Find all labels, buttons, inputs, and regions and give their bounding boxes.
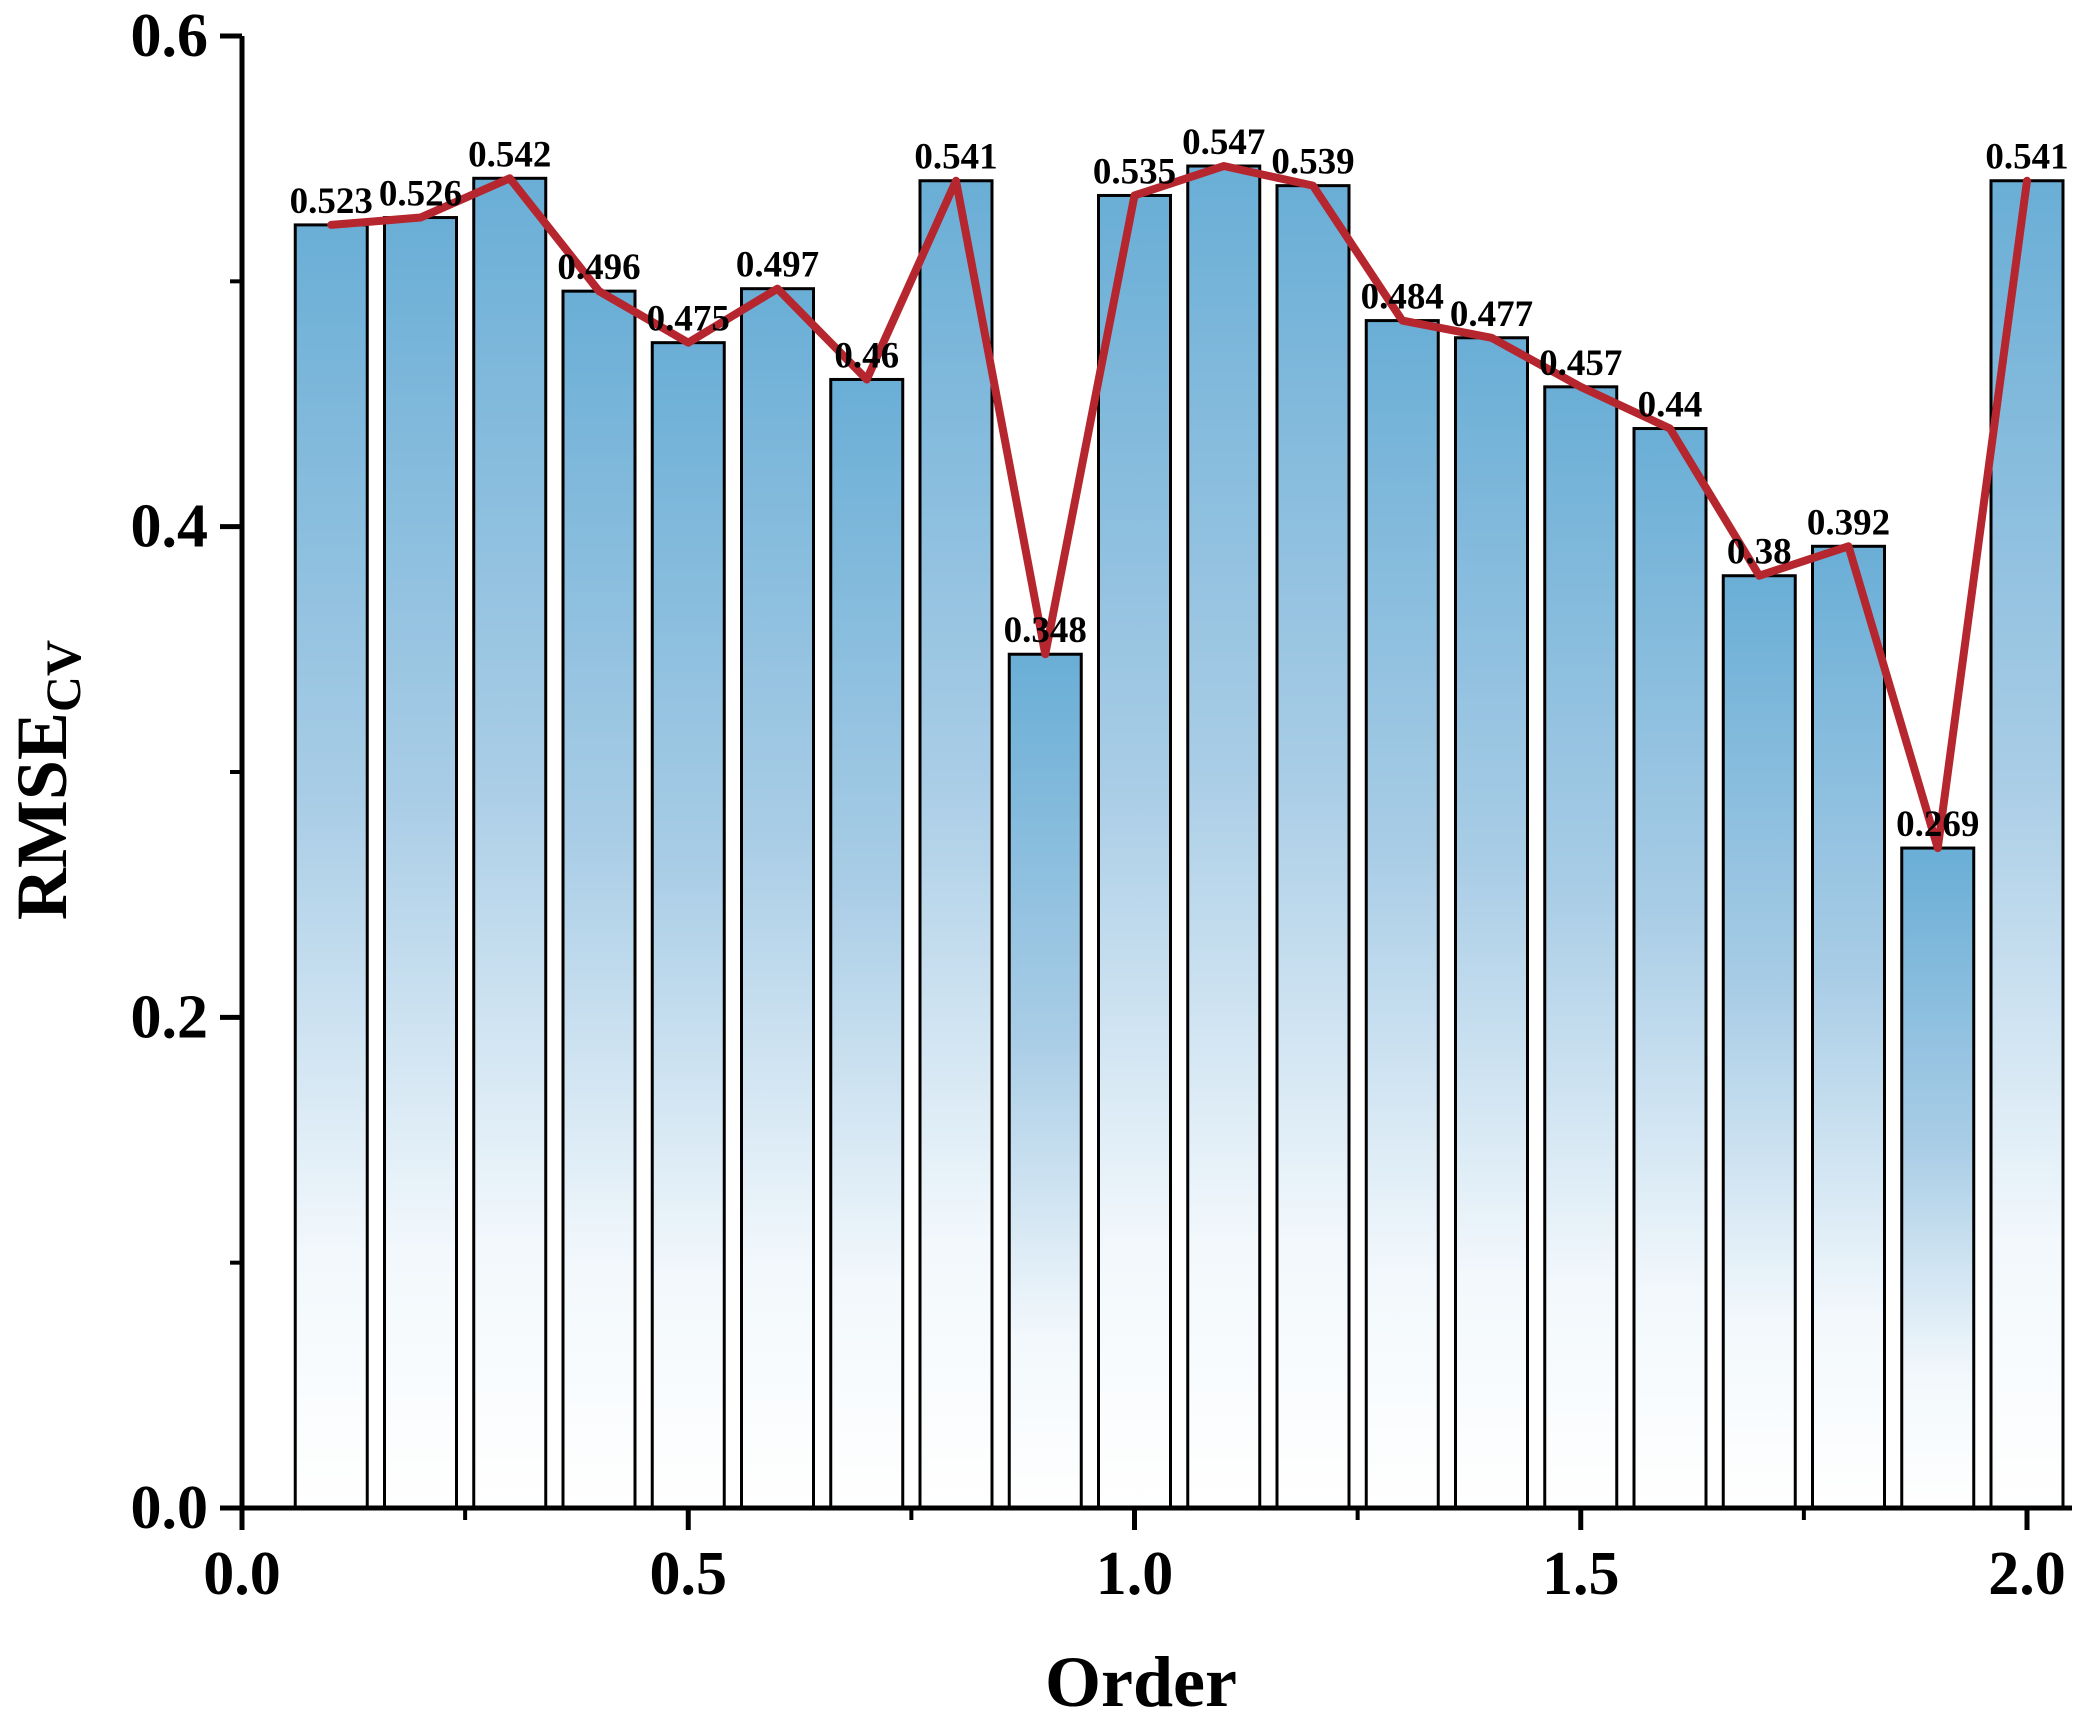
bar-12 <box>1364 319 1440 1510</box>
bar-19 <box>1989 179 2065 1510</box>
bar-0 <box>293 223 369 1510</box>
data-label-10: 0.547 <box>1182 122 1265 163</box>
x-tick-label-0: 0.0 <box>203 1540 281 1608</box>
y-tick-label-1: 0.2 <box>131 983 209 1051</box>
bar-6 <box>829 377 905 1510</box>
data-label-3: 0.496 <box>557 247 640 288</box>
data-label-6: 0.46 <box>834 335 899 376</box>
bar-8 <box>1007 652 1083 1510</box>
data-label-18: 0.269 <box>1896 804 1979 845</box>
y-tick-label-2: 0.4 <box>131 493 209 561</box>
y-axis-title: RMSECV <box>2 640 91 920</box>
x-tick-label-2: 1.0 <box>1096 1540 1174 1608</box>
data-label-0: 0.523 <box>290 181 373 222</box>
bar-10 <box>1186 164 1262 1510</box>
y-axis-title-subscript: CV <box>35 640 91 712</box>
x-tick-label-4: 2.0 <box>1988 1540 2066 1608</box>
bar-13 <box>1454 336 1529 1510</box>
bar-1 <box>383 216 458 1510</box>
bar-4 <box>650 341 726 1510</box>
bar-15 <box>1632 427 1708 1510</box>
data-label-7: 0.541 <box>914 137 997 178</box>
data-label-2: 0.542 <box>468 134 551 175</box>
bar-5 <box>740 287 815 1510</box>
data-label-13: 0.477 <box>1450 294 1533 335</box>
data-label-5: 0.497 <box>736 245 819 286</box>
data-label-16: 0.38 <box>1727 532 1792 573</box>
data-label-17: 0.392 <box>1807 502 1890 543</box>
bar-7 <box>918 179 994 1510</box>
bars-group <box>293 164 2065 1510</box>
y-axis-title-main: RMSE <box>2 712 82 920</box>
rmse-line <box>327 162 2031 853</box>
data-label-4: 0.475 <box>647 299 730 340</box>
data-label-8: 0.348 <box>1004 610 1087 651</box>
bar-9 <box>1097 193 1172 1510</box>
data-label-12: 0.484 <box>1361 277 1444 318</box>
data-label-1: 0.526 <box>379 174 462 215</box>
data-label-15: 0.44 <box>1638 385 1703 426</box>
bar-2 <box>472 176 548 1510</box>
bar-11 <box>1275 184 1351 1510</box>
data-label-9: 0.535 <box>1093 151 1176 192</box>
x-tick-label-3: 1.5 <box>1542 1540 1620 1608</box>
x-axis-title: Order <box>1045 1642 1237 1718</box>
line-group <box>327 162 2031 853</box>
x-tick-label-1: 0.5 <box>650 1540 728 1608</box>
bar-3 <box>561 289 637 1510</box>
y-tick-label-0: 0.0 <box>131 1474 209 1542</box>
bar-18 <box>1900 846 1976 1510</box>
bar-16 <box>1721 574 1797 1510</box>
bar-14 <box>1543 385 1619 1510</box>
bar-17 <box>1811 544 1886 1510</box>
axes-group: 0.0 0.2 0.4 0.6 0.0 0.5 1.0 1.5 2.0 <box>131 2 2072 1608</box>
data-label-14: 0.457 <box>1539 343 1622 384</box>
y-tick-label-3: 0.6 <box>131 2 209 70</box>
data-label-11: 0.539 <box>1271 142 1354 183</box>
data-label-19: 0.541 <box>1985 137 2068 178</box>
